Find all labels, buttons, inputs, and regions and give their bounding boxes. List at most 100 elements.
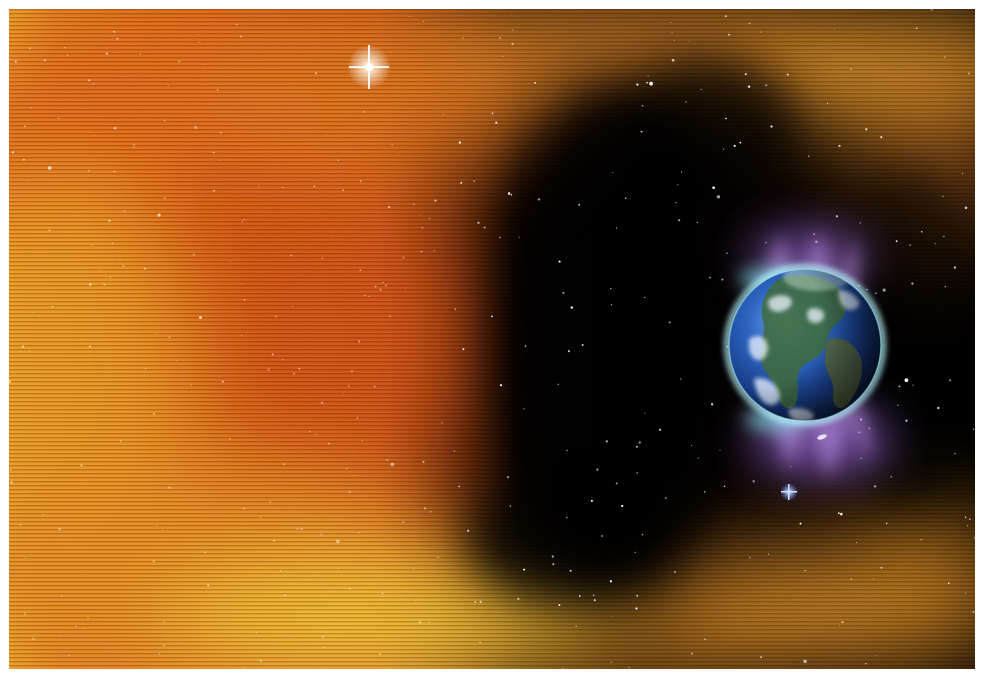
star xyxy=(133,146,135,148)
star xyxy=(943,235,945,238)
star xyxy=(359,590,361,592)
star xyxy=(389,315,391,318)
star xyxy=(326,134,327,136)
star xyxy=(422,20,425,23)
star xyxy=(350,370,354,373)
star xyxy=(58,528,61,531)
star xyxy=(479,600,482,603)
star xyxy=(562,668,564,669)
star xyxy=(229,438,231,440)
star xyxy=(969,518,971,520)
star xyxy=(259,659,262,662)
star xyxy=(855,541,858,544)
star xyxy=(192,253,195,256)
star xyxy=(636,445,638,448)
star xyxy=(570,306,573,309)
star xyxy=(315,72,318,75)
star xyxy=(688,40,690,42)
star xyxy=(113,127,117,130)
image-frame xyxy=(9,9,975,669)
star xyxy=(207,584,210,587)
star xyxy=(966,525,969,527)
star xyxy=(123,210,126,212)
star xyxy=(39,378,41,380)
star xyxy=(905,419,908,422)
star xyxy=(152,560,155,563)
star xyxy=(912,384,914,386)
star xyxy=(113,30,116,33)
star xyxy=(345,467,348,470)
star xyxy=(566,516,568,519)
star xyxy=(139,53,142,55)
star xyxy=(467,529,470,532)
star xyxy=(289,254,292,257)
star xyxy=(611,616,613,618)
star xyxy=(592,594,595,597)
star xyxy=(27,180,29,182)
star xyxy=(298,367,301,370)
star xyxy=(316,434,319,436)
star xyxy=(353,474,355,477)
star xyxy=(567,350,570,353)
star xyxy=(875,655,877,657)
star xyxy=(962,172,964,175)
star xyxy=(691,652,694,655)
star xyxy=(700,88,702,90)
star xyxy=(22,158,25,161)
star xyxy=(721,278,724,281)
star xyxy=(799,522,802,525)
star xyxy=(523,568,526,571)
star xyxy=(296,528,299,530)
star xyxy=(890,476,892,478)
star xyxy=(954,452,956,455)
star xyxy=(113,170,116,173)
star xyxy=(634,551,636,553)
star xyxy=(80,464,83,467)
solar-nebula xyxy=(9,9,975,669)
star xyxy=(968,72,970,75)
small-galaxy xyxy=(817,434,827,440)
star xyxy=(190,384,192,386)
star xyxy=(859,222,861,224)
star xyxy=(728,33,730,36)
star xyxy=(105,52,108,55)
star xyxy=(61,594,63,597)
star xyxy=(838,144,841,147)
star xyxy=(578,595,581,597)
star xyxy=(28,350,31,352)
star xyxy=(409,16,411,18)
star xyxy=(850,68,853,71)
star xyxy=(803,659,807,664)
star xyxy=(176,359,178,361)
star xyxy=(723,485,726,488)
star xyxy=(109,276,112,278)
star xyxy=(712,186,715,190)
star xyxy=(259,516,262,519)
star xyxy=(716,195,721,199)
star xyxy=(566,449,568,452)
star xyxy=(26,150,28,152)
star xyxy=(385,284,387,286)
star xyxy=(628,666,630,669)
star xyxy=(269,501,271,503)
star xyxy=(428,621,431,624)
star xyxy=(649,81,653,86)
star xyxy=(839,624,840,626)
star xyxy=(337,568,339,570)
star xyxy=(804,570,806,572)
star xyxy=(973,536,975,539)
star xyxy=(458,485,460,488)
star xyxy=(697,457,699,459)
star xyxy=(59,635,60,637)
star xyxy=(807,155,810,158)
star xyxy=(491,112,494,115)
star xyxy=(534,81,537,84)
star xyxy=(313,571,316,573)
star xyxy=(428,217,431,220)
star xyxy=(275,315,278,318)
star xyxy=(510,193,513,196)
star xyxy=(337,159,339,161)
star xyxy=(786,73,789,76)
star xyxy=(388,206,391,209)
star xyxy=(726,252,728,254)
